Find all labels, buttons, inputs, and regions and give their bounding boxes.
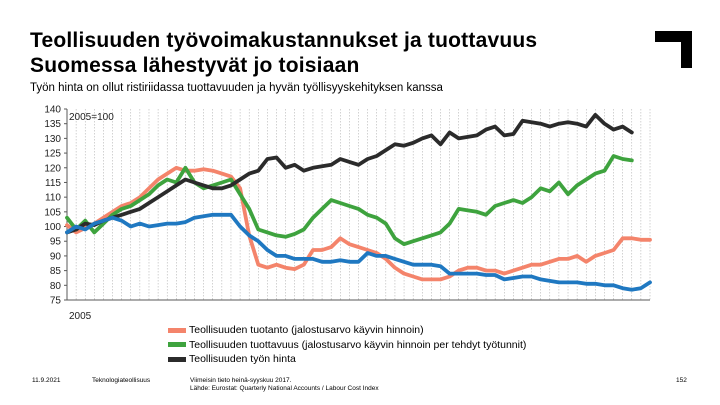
y-tick-label: 105 (44, 207, 61, 218)
x-tick-label: 2005 (69, 311, 92, 322)
series-line-productivity (65, 154, 634, 247)
legend-swatch-production (168, 327, 186, 333)
legend-item-productivity: Teollisuuden tuottavuus (jalostusarvo kä… (168, 338, 526, 352)
y-tick-label: 115 (45, 178, 61, 189)
series-line-labour-cost (65, 113, 634, 235)
legend-item-labour-cost: Teollisuuden työn hinta (168, 352, 526, 366)
footer-source-line-1: Viimeisin tieto heinä-syyskuu 2017. (190, 377, 292, 384)
footer-date: 11.9.2021 (32, 377, 61, 384)
y-tick-label: 110 (45, 193, 61, 204)
y-tick-label: 100 (44, 222, 61, 233)
footer-source-line-2: Lähde: Eurostat: Quarterly National Acco… (190, 385, 379, 392)
title-line-1: Teollisuuden työvoimakustannukset ja tuo… (30, 29, 538, 52)
chart-annotation: 2005=100 (69, 112, 114, 123)
y-tick-label: 95 (50, 237, 62, 248)
legend-swatch-productivity (168, 342, 186, 347)
y-tick-label: 140 (44, 105, 61, 116)
footer-source: Viimeisin tieto heinä-syyskuu 2017. Lähd… (190, 377, 379, 393)
series-line-blue (65, 212, 652, 292)
footer-page-number: 152 (676, 377, 687, 384)
title-line-2: Suomessa lähestyvät jo toisiaan (30, 54, 360, 77)
page-subtitle: Työn hinta on ollut ristiriidassa tuotta… (30, 82, 443, 94)
y-tick-label: 120 (44, 163, 61, 174)
corner-logo-icon (655, 31, 692, 68)
y-tick-label: 75 (50, 296, 62, 307)
y-tick-label: 135 (44, 119, 61, 130)
series-line-production (65, 165, 652, 282)
legend-label-production: Teollisuuden tuotanto (jalostusarvo käyv… (189, 324, 424, 336)
footer-organization: Teknologiateollisuus (92, 377, 151, 384)
corner-logo-shape (655, 31, 692, 68)
legend-swatch-labour-cost (168, 356, 186, 362)
y-tick-label: 125 (44, 149, 61, 160)
chart-legend: Teollisuuden tuotanto (jalostusarvo käyv… (168, 323, 526, 367)
y-tick-label: 85 (50, 266, 62, 277)
legend-item-production: Teollisuuden tuotanto (jalostusarvo käyv… (168, 323, 526, 337)
legend-label-productivity: Teollisuuden tuottavuus (jalostusarvo kä… (189, 338, 527, 351)
y-tick-label: 80 (50, 281, 62, 292)
y-tick-label: 130 (44, 134, 61, 145)
legend-label-labour-cost: Teollisuuden työn hinta (189, 353, 296, 365)
page-title: Teollisuuden työvoimakustannukset ja tuo… (30, 28, 650, 78)
y-tick-label: 90 (50, 251, 62, 262)
